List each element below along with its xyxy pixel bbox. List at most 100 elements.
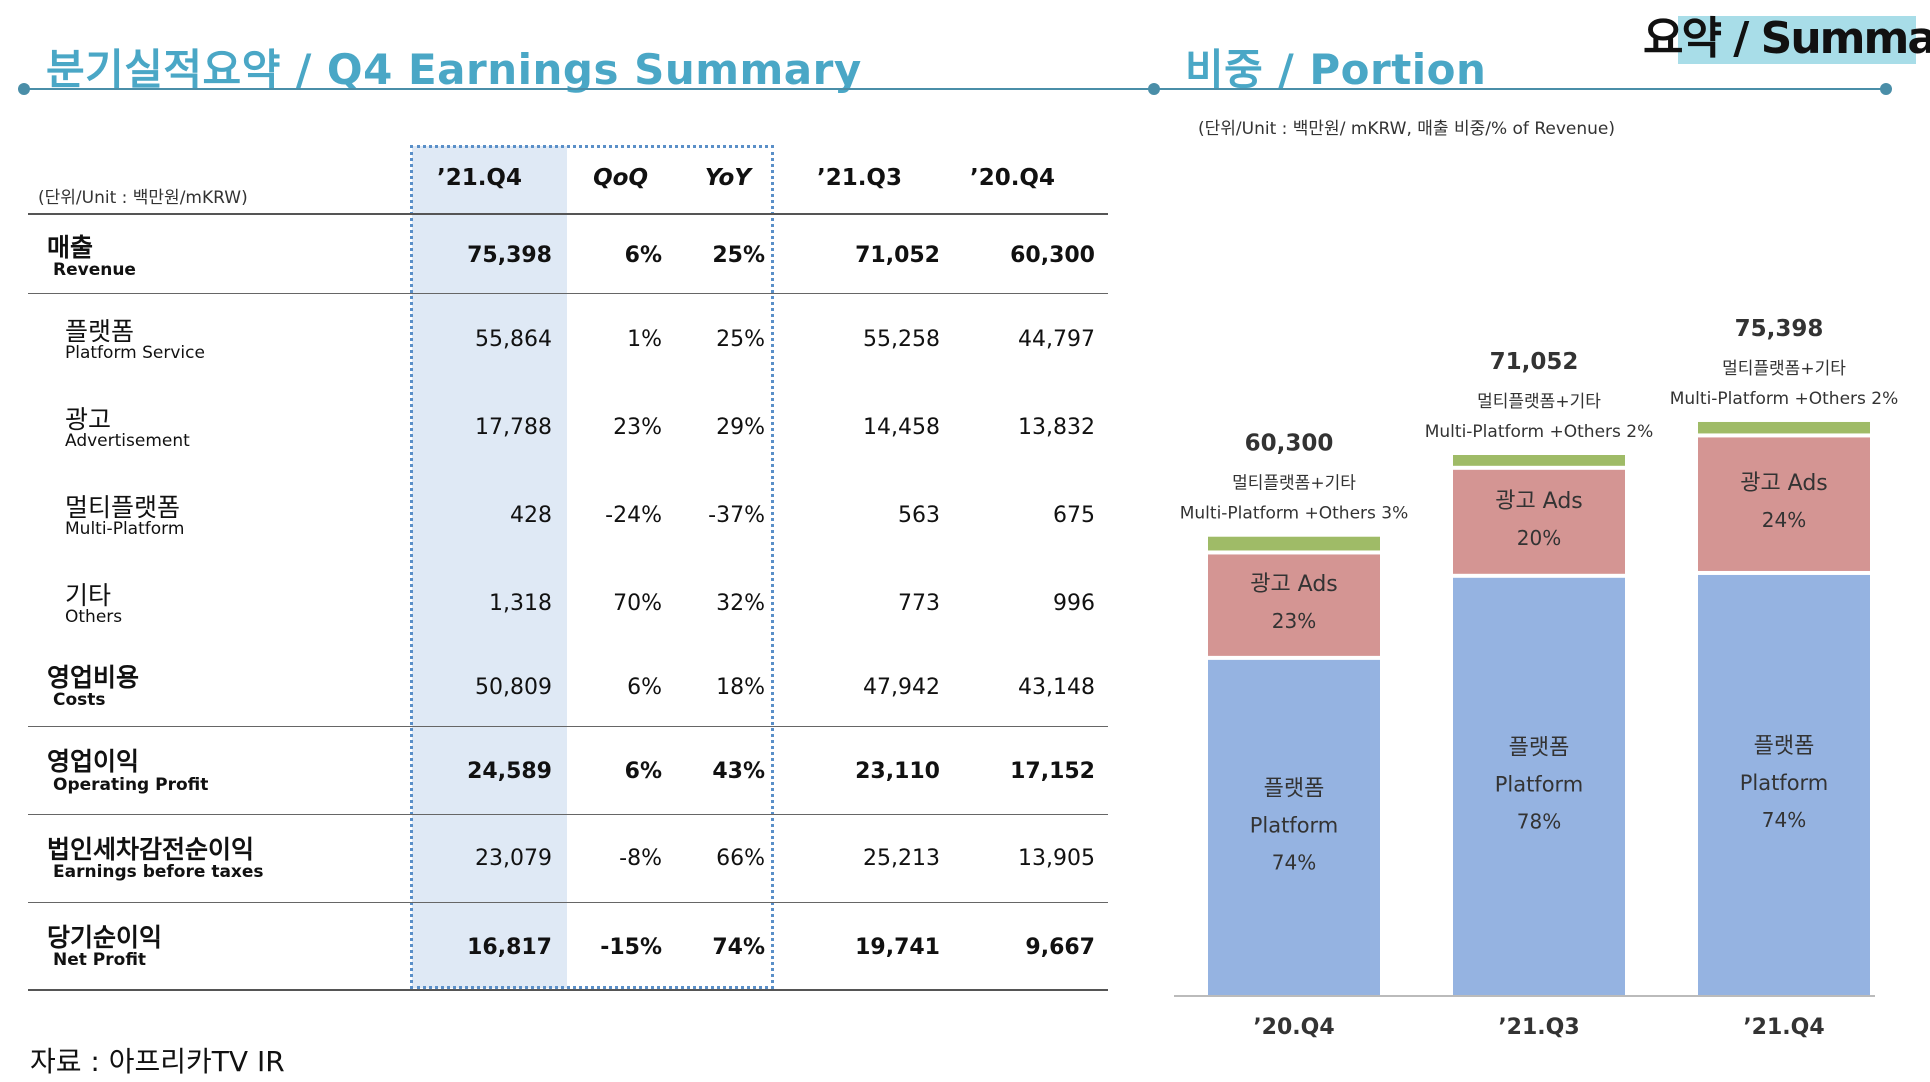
cell-others-qoq: 70% [613, 591, 662, 616]
label-total-1: 71,052 [1490, 349, 1579, 375]
cell-others-21q3: 773 [898, 591, 940, 616]
row-label-ads-en: Advertisement [65, 431, 190, 451]
cell-others-21q4: 1,318 [489, 591, 552, 616]
label-ads-pct-0: 23% [1272, 609, 1316, 633]
row-label-ads-ko: 광고 [65, 405, 112, 434]
cell-costs-yoy: 18% [716, 675, 765, 700]
cell-revenue-20q4: 60,300 [1010, 243, 1095, 268]
label-ads-name-2: 광고 Ads [1740, 471, 1828, 496]
cell-ebt-20q4: 13,905 [1018, 846, 1095, 871]
table-rule-after-operating-profit [28, 814, 1108, 815]
label-total-2: 75,398 [1735, 316, 1824, 342]
bar-ads-2 [1698, 437, 1870, 571]
row-label-revenue-en: Revenue [53, 260, 136, 280]
table-rule-after-ebt [28, 902, 1108, 903]
cell-netprofit-yoy: 74% [712, 935, 765, 960]
cell-ads-20q4: 13,832 [1018, 415, 1095, 440]
cell-ads-21q3: 14,458 [863, 415, 940, 440]
cell-costs-20q4: 43,148 [1018, 675, 1095, 700]
label-platform-ko-0: 플랫폼 [1264, 776, 1325, 801]
cell-ads-21q4: 17,788 [475, 415, 552, 440]
row-label-costs-ko: 영업비용 [47, 663, 140, 692]
label-platform-ko-2: 플랫폼 [1754, 734, 1815, 759]
cell-others-yoy: 32% [716, 591, 765, 616]
bar-ads-1 [1453, 469, 1625, 574]
row-label-others-ko: 기타 [65, 581, 112, 610]
table-rule-after-costs [28, 726, 1108, 727]
row-label-ebt-en: Earnings before taxes [53, 862, 264, 882]
row-label-costs-en: Costs [53, 690, 106, 710]
chart-unit-note: (단위/Unit : 백만원/ mKRW, 매출 비중/% of Revenue… [1198, 119, 1615, 139]
cell-costs-21q4: 50,809 [475, 675, 552, 700]
label-platform-ko-1: 플랫폼 [1509, 735, 1570, 760]
cell-platform-20q4: 44,797 [1018, 327, 1095, 352]
cell-platform-qoq: 1% [627, 327, 662, 352]
source-note: 자료 : 아프리카TV IR [30, 1045, 285, 1078]
cell-opprofit-yoy: 43% [712, 759, 765, 784]
cell-opprofit-20q4: 17,152 [1010, 759, 1095, 784]
cell-multiplatform-20q4: 675 [1053, 503, 1095, 528]
cell-ebt-21q3: 25,213 [863, 846, 940, 871]
portion-title: 비중 / Portion [1185, 45, 1487, 94]
bar-platform-1 [1453, 577, 1625, 995]
cell-costs-qoq: 6% [627, 675, 662, 700]
earnings-summary-title: 분기실적요약 / Q4 Earnings Summary [46, 45, 862, 94]
cell-multiplatform-yoy: -37% [708, 503, 765, 528]
cell-netprofit-qoq: -15% [600, 935, 662, 960]
cell-others-20q4: 996 [1053, 591, 1095, 616]
row-label-ebt-ko: 법인세차감전순이익 [47, 835, 255, 864]
row-label-platform-ko: 플랫폼 [65, 317, 135, 346]
cell-platform-21q4: 55,864 [475, 327, 552, 352]
table-rule-bottom [28, 989, 1108, 991]
cell-multiplatform-21q3: 563 [898, 503, 940, 528]
cell-revenue-21q3: 71,052 [855, 243, 940, 268]
cell-ebt-qoq: -8% [619, 846, 662, 871]
x-tick-2: ’21.Q4 [1743, 1015, 1824, 1040]
col-header-yoy: YoY [704, 165, 751, 191]
row-label-others-en: Others [65, 607, 123, 627]
label-multi-ko-0: 멀티플랫폼+기타 [1232, 474, 1356, 494]
right-rule-end-dot [1880, 83, 1892, 95]
cell-costs-21q3: 47,942 [863, 675, 940, 700]
cell-revenue-qoq: 6% [624, 243, 662, 268]
row-label-opprofit-en: Operating Profit [53, 775, 209, 795]
summary-corner-title: 요약 / Summary [1643, 13, 1930, 64]
cell-multiplatform-qoq: -24% [605, 503, 662, 528]
label-ads-pct-1: 20% [1517, 526, 1561, 550]
cell-ads-yoy: 29% [716, 415, 765, 440]
cell-platform-yoy: 25% [716, 327, 765, 352]
bar-platform-2 [1698, 574, 1870, 995]
bar-multi-others-1 [1453, 455, 1625, 466]
row-label-opprofit-ko: 영업이익 [47, 747, 140, 776]
col-header-21q3: ’21.Q3 [816, 165, 902, 191]
label-multi-en-2: Multi-Platform +Others 2% [1670, 389, 1899, 409]
left-header-rule [24, 88, 1154, 90]
label-platform-pct-1: 78% [1517, 809, 1561, 833]
cell-revenue-21q4: 75,398 [467, 243, 552, 268]
label-platform-en-1: Platform [1495, 772, 1584, 796]
label-ads-pct-2: 24% [1762, 508, 1806, 532]
q4-comparison-dotted-box [410, 145, 774, 989]
bar-platform-0 [1208, 659, 1380, 995]
x-tick-0: ’20.Q4 [1253, 1015, 1334, 1040]
summary-highlight [1678, 16, 1916, 64]
x-tick-1: ’21.Q3 [1498, 1015, 1579, 1040]
label-ads-name-1: 광고 Ads [1495, 489, 1583, 514]
cell-opprofit-21q4: 24,589 [467, 759, 552, 784]
cell-ebt-21q4: 23,079 [475, 846, 552, 871]
label-multi-en-1: Multi-Platform +Others 2% [1425, 422, 1654, 442]
cell-netprofit-20q4: 9,667 [1025, 935, 1095, 960]
col-header-20q4: ’20.Q4 [969, 165, 1055, 191]
table-rule-after-revenue [28, 293, 1108, 294]
label-multi-ko-2: 멀티플랫폼+기타 [1722, 359, 1846, 379]
cell-ebt-yoy: 66% [716, 846, 765, 871]
label-platform-pct-0: 74% [1272, 850, 1316, 874]
revenue-portion-chart: 플랫폼 Platform 74% 광고 Ads 23% Multi-Platform +O… [1174, 316, 1899, 1040]
q4-column-highlight [412, 146, 567, 988]
row-label-multiplatform-ko: 멀티플랫폼 [65, 493, 181, 522]
row-label-netprofit-en: Net Profit [53, 950, 147, 970]
cell-multiplatform-21q4: 428 [510, 503, 552, 528]
col-header-qoq: QoQ [593, 165, 648, 191]
label-ads-name-0: 광고 Ads [1250, 572, 1338, 597]
cell-ads-qoq: 23% [613, 415, 662, 440]
